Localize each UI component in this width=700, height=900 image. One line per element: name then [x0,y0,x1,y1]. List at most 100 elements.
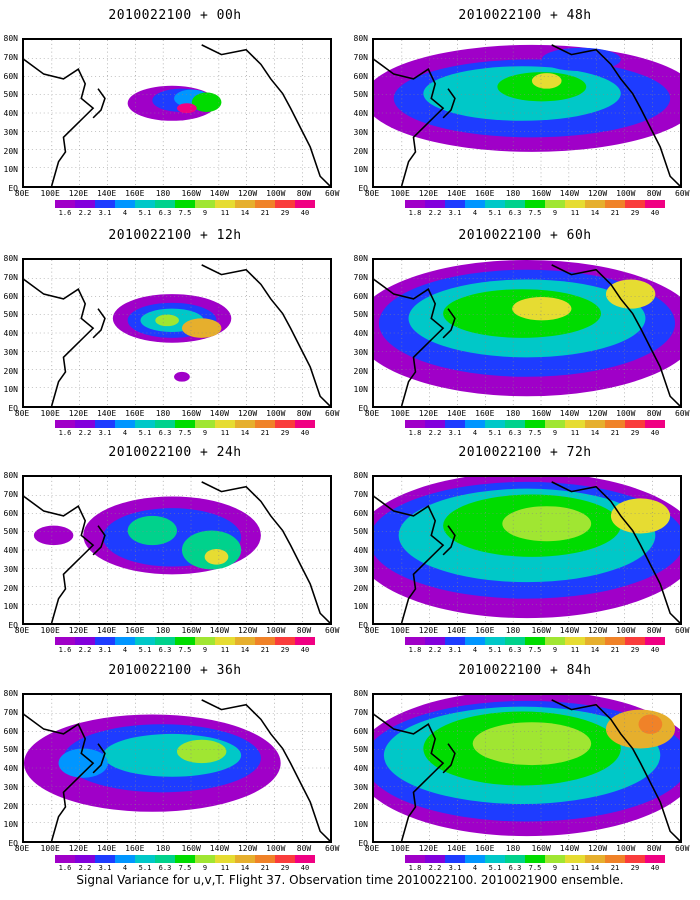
colorbar-label: 1.8 [408,646,422,654]
x-tick-label: 160W [181,626,201,635]
colorbar-label: 6.3 [158,429,172,437]
variance-field [24,695,330,841]
colorbar-swatch [565,420,585,428]
x-tick-label: 140W [559,844,580,853]
colorbar-label: 7.5 [178,209,192,217]
y-tick-label: 30N [353,347,368,357]
x-tick-label: 100W [616,844,636,853]
colorbar-label: 5.1 [488,864,502,872]
coastline [24,278,95,406]
x-tick-label: 80W [646,409,662,418]
colorbar-swatch [95,200,115,208]
y-tick-label: 70N [353,707,368,717]
x-tick-label: 100W [616,409,636,418]
colorbar-swatch [175,200,195,208]
colorbar-label: 14 [240,429,250,437]
colorbar-label: 7.5 [528,429,542,437]
colorbar-swatch [485,200,505,208]
colorbar-swatch [545,420,565,428]
x-tick-label: 140W [559,626,580,635]
y-tick-label: 30N [3,782,18,792]
colorbar-label: 5.1 [488,429,502,437]
y-tick-label: EQ [8,184,18,193]
colorbar-swatch [195,420,215,428]
y-tick-label: 80N [353,471,368,480]
y-tick-label: EQ [358,404,368,413]
variance-contour [610,498,671,534]
colorbar-label: 11 [220,209,230,217]
colorbar-swatch [625,200,645,208]
colorbar-label: 21 [610,864,620,872]
colorbar-label: 40 [300,429,310,437]
x-tick-label: 140E [96,409,117,418]
x-tick-label: 180 [505,844,521,853]
variance-contour [472,722,592,766]
x-tick-label: 180 [505,189,521,198]
y-tick-label: 50N [3,90,18,100]
colorbar-swatch [255,420,275,428]
panel-title: 2010022100 + 36h [108,663,242,678]
colorbar-label: 3.1 [98,646,112,654]
colorbar-swatch [525,637,545,645]
map-panel: 2010022100 + 48h 80N 70N 60N 50N 40N 30N 20N 10N… [350,0,700,225]
colorbar-swatch [465,637,485,645]
colorbar-label: 21 [260,209,270,217]
colorbar-label: 4 [122,864,128,872]
colorbar-label: 21 [260,646,270,654]
colorbar-label: 14 [240,646,250,654]
y-tick-label: 10N [3,820,18,830]
x-tick-label: 140W [209,626,230,635]
colorbar-swatch [115,200,135,208]
colorbar-swatch [255,855,275,863]
y-tick-label: 10N [3,165,18,175]
x-tick-label: 160W [531,409,551,418]
y-tick-label: 60N [3,291,18,301]
colorbar-label: 2.2 [428,646,442,654]
y-tick-label: EQ [8,404,18,413]
x-tick-label: 80E [364,409,380,418]
colorbar-label: 4 [122,209,128,217]
colorbar-label: 2.2 [428,429,442,437]
x-tick-label: 180 [155,844,171,853]
coastline [24,495,95,623]
colorbar-label: 7.5 [178,429,192,437]
colorbar-swatch [295,420,315,428]
colorbar [55,855,315,863]
y-tick-label: 60N [3,508,18,518]
y-tick-label: 50N [353,527,368,537]
y-tick-label: 30N [3,564,18,574]
map-area [22,475,332,625]
colorbar-swatch [545,200,565,208]
x-tick-label: 140W [209,844,230,853]
x-tick-label: 160E [475,409,495,418]
x-tick-label: 140E [96,844,117,853]
colorbar-swatch [525,855,545,863]
colorbar-swatch [605,420,625,428]
x-tick-label: 120E [418,409,439,418]
x-tick-label: 120E [418,626,439,635]
colorbar-swatch [525,200,545,208]
x-tick-label: 60W [324,844,340,853]
x-tick-label: 160W [181,844,201,853]
colorbar-label: 3.1 [98,864,112,872]
colorbar-swatch [565,200,585,208]
x-tick-label: 100E [390,409,410,418]
y-tick-label: 70N [353,489,368,499]
colorbar-swatch [405,855,425,863]
figure-caption: Signal Variance for u,v,T. Flight 37. Ob… [76,873,624,887]
colorbar-label: 7.5 [178,646,192,654]
y-tick-label: 40N [353,546,368,555]
colorbar-label: 2.2 [78,646,92,654]
y-tick-label: 20N [353,366,368,376]
x-tick-label: 160E [125,844,145,853]
coastline [24,713,95,841]
colorbar-label: 11 [220,646,230,654]
y-tick-label: 80N [353,34,368,43]
panel-title: 2010022100 + 84h [458,663,592,678]
y-tick-label: 20N [3,366,18,376]
coastline [374,58,445,186]
colorbar-label: 11 [570,429,580,437]
colorbar-swatch [175,855,195,863]
x-tick-label: 120W [237,626,258,635]
colorbar-swatch [295,855,315,863]
